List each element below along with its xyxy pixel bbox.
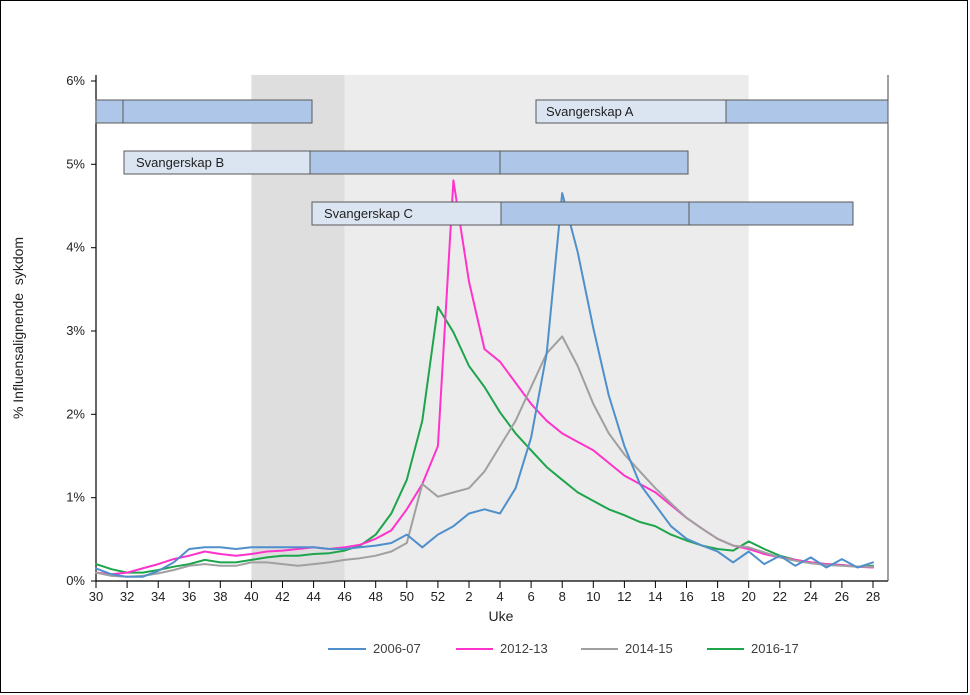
svg-text:50: 50 <box>400 589 414 604</box>
svg-text:6%: 6% <box>66 73 85 88</box>
svg-text:2006-07: 2006-07 <box>373 641 421 656</box>
svg-text:2014-15: 2014-15 <box>625 641 673 656</box>
svg-text:38: 38 <box>213 589 227 604</box>
svg-text:6: 6 <box>527 589 534 604</box>
svg-text:Uke: Uke <box>489 608 514 624</box>
svg-text:Svangerskap C: Svangerskap C <box>324 206 413 221</box>
svg-text:40: 40 <box>244 589 258 604</box>
svg-text:46: 46 <box>337 589 351 604</box>
svg-text:42: 42 <box>275 589 289 604</box>
svg-text:10: 10 <box>586 589 600 604</box>
svg-text:2016-17: 2016-17 <box>751 641 799 656</box>
svg-text:28: 28 <box>866 589 880 604</box>
svg-text:8: 8 <box>559 589 566 604</box>
svg-text:Svangerskap B: Svangerskap B <box>136 155 224 170</box>
svg-text:52: 52 <box>431 589 445 604</box>
svg-text:32: 32 <box>120 589 134 604</box>
svg-text:24: 24 <box>804 589 818 604</box>
svg-text:1%: 1% <box>66 490 85 505</box>
svg-text:48: 48 <box>368 589 382 604</box>
svg-text:5%: 5% <box>66 156 85 171</box>
svg-text:20: 20 <box>741 589 755 604</box>
svg-text:0%: 0% <box>66 573 85 588</box>
svg-text:3%: 3% <box>66 323 85 338</box>
svg-text:14: 14 <box>648 589 662 604</box>
svg-text:36: 36 <box>182 589 196 604</box>
svg-text:22: 22 <box>773 589 787 604</box>
svg-text:2: 2 <box>465 589 472 604</box>
svg-text:2012-13: 2012-13 <box>500 641 548 656</box>
svg-text:18: 18 <box>710 589 724 604</box>
svg-text:% Influensalignende sykdom: % Influensalignende sykdom <box>10 237 26 419</box>
svg-text:12: 12 <box>617 589 631 604</box>
svg-text:Svangerskap A: Svangerskap A <box>546 104 634 119</box>
svg-text:26: 26 <box>835 589 849 604</box>
svg-text:2%: 2% <box>66 406 85 421</box>
svg-text:34: 34 <box>151 589 165 604</box>
svg-text:16: 16 <box>679 589 693 604</box>
svg-text:4%: 4% <box>66 240 85 255</box>
svg-text:4: 4 <box>496 589 503 604</box>
svg-text:30: 30 <box>89 589 103 604</box>
svg-text:44: 44 <box>306 589 320 604</box>
